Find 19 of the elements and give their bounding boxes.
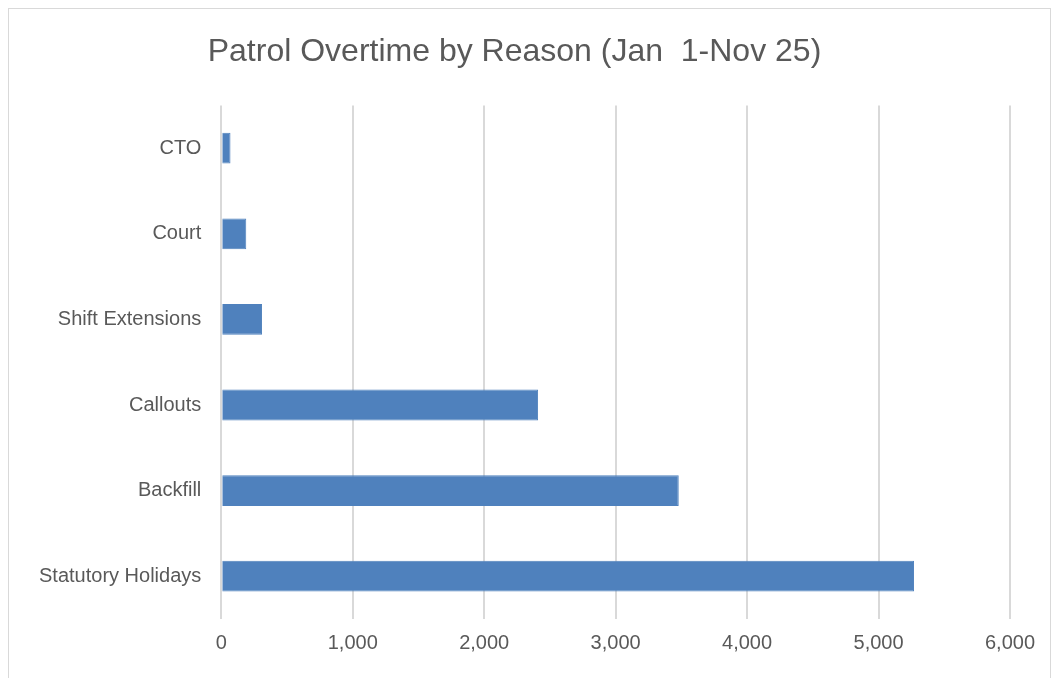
y-tick-label: Court [152,221,202,244]
y-tick-label: Callouts [129,392,202,415]
x-tick-label: 4,000 [722,630,773,653]
y-tick-label: Statutory Holidays [39,563,202,586]
x-tick-label: 6,000 [984,630,1036,653]
y-tick-label: Shift Extensions [57,306,202,329]
x-tick-label: 1,000 [327,630,378,653]
bar [222,560,915,592]
bar [222,389,539,421]
bar [222,475,679,507]
x-tick-label: 5,000 [853,630,904,653]
y-tick-label: CTO [159,135,202,158]
bar [222,303,263,335]
chart-title: Patrol Overtime by Reason (Jan 1-Nov 25) [207,32,822,69]
y-tick-label: Backfill [137,478,202,501]
x-tick-label: 0 [215,630,227,653]
x-tick-label: 3,000 [590,630,641,653]
x-tick-label: 2,000 [459,630,510,653]
bar [222,218,247,250]
